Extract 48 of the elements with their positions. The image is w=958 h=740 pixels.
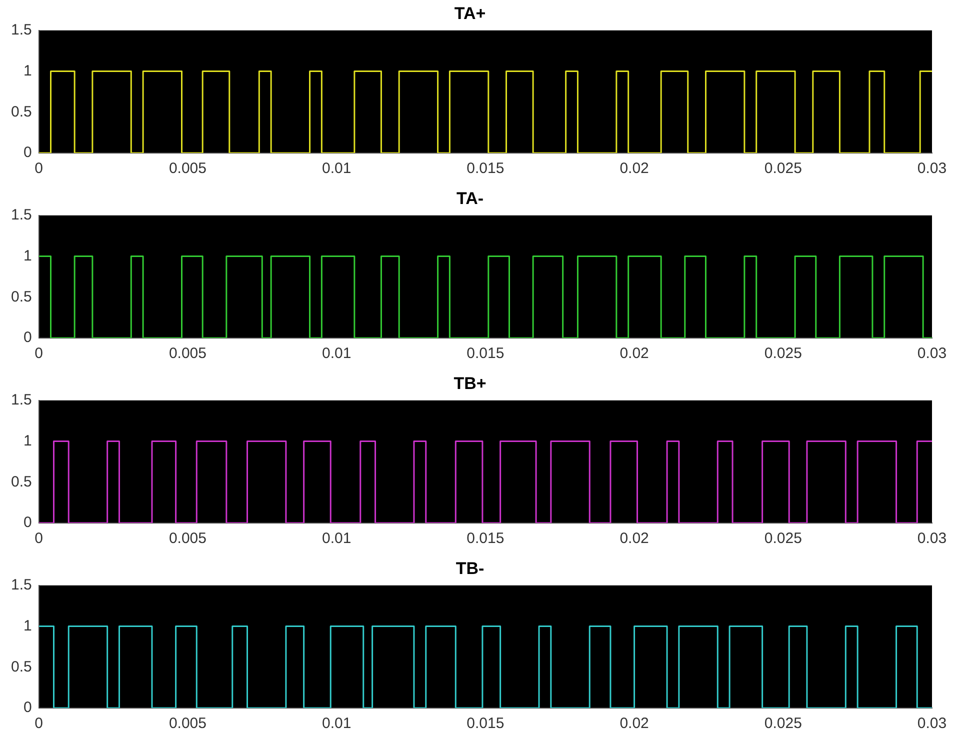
x-tick-label: 0.03: [917, 160, 947, 178]
x-tick-label: 0.005: [168, 345, 206, 362]
y-tick-label: 0.5: [10, 103, 32, 120]
y-tick-label: 1: [24, 62, 32, 80]
y-tick-label: 1: [24, 247, 32, 264]
x-tick-label: 0.01: [322, 530, 352, 548]
x-tick-label: 0.01: [322, 715, 352, 732]
x-tick-label: 0.02: [620, 160, 649, 178]
x-tick-label: 0.025: [764, 715, 802, 732]
x-tick-label: 0.02: [620, 715, 649, 732]
x-tick-label: 0.02: [620, 530, 649, 548]
x-tick-label: 0.005: [168, 715, 206, 732]
y-tick-label: 0.5: [10, 473, 32, 490]
x-tick-label: 0: [34, 160, 44, 178]
x-tick-label: 0.025: [764, 530, 802, 548]
x-tick-label: 0.03: [917, 530, 947, 548]
x-tick-label: 0: [34, 345, 44, 362]
x-tick-label: 0: [34, 530, 44, 548]
x-tick-label: 0.015: [466, 715, 504, 732]
x-tick-label: 0.03: [917, 715, 947, 732]
x-tick-label: 0.03: [917, 345, 947, 362]
chart-title: TA-: [456, 188, 484, 208]
y-tick-label: 1.5: [10, 392, 32, 409]
y-tick-label: 0.5: [10, 288, 32, 306]
y-tick-label: 0: [24, 144, 32, 162]
y-tick-label: 0: [24, 699, 32, 716]
x-tick-label: 0.01: [322, 160, 352, 178]
y-tick-label: 0.5: [10, 658, 32, 676]
x-tick-label: 0.005: [168, 530, 206, 548]
y-tick-label: 1.5: [10, 22, 32, 39]
y-tick-label: 1: [24, 432, 32, 450]
x-tick-label: 0: [34, 715, 44, 732]
x-tick-label: 0.025: [764, 345, 802, 362]
x-tick-label: 0.015: [466, 530, 504, 548]
chart-title: TB-: [456, 558, 484, 578]
y-tick-label: 0: [24, 329, 32, 346]
x-tick-label: 0.015: [466, 160, 504, 178]
y-tick-label: 1: [24, 617, 32, 634]
x-tick-label: 0.01: [322, 345, 352, 362]
x-tick-label: 0.02: [620, 345, 649, 362]
x-tick-label: 0.015: [466, 345, 504, 362]
y-tick-label: 0: [24, 514, 32, 532]
x-tick-label: 0.025: [764, 160, 802, 178]
y-tick-label: 1.5: [10, 576, 32, 594]
chart-title: TA+: [454, 4, 486, 23]
chart-title: TB+: [454, 374, 486, 393]
x-tick-label: 0.005: [168, 160, 206, 178]
y-tick-label: 1.5: [10, 206, 32, 224]
